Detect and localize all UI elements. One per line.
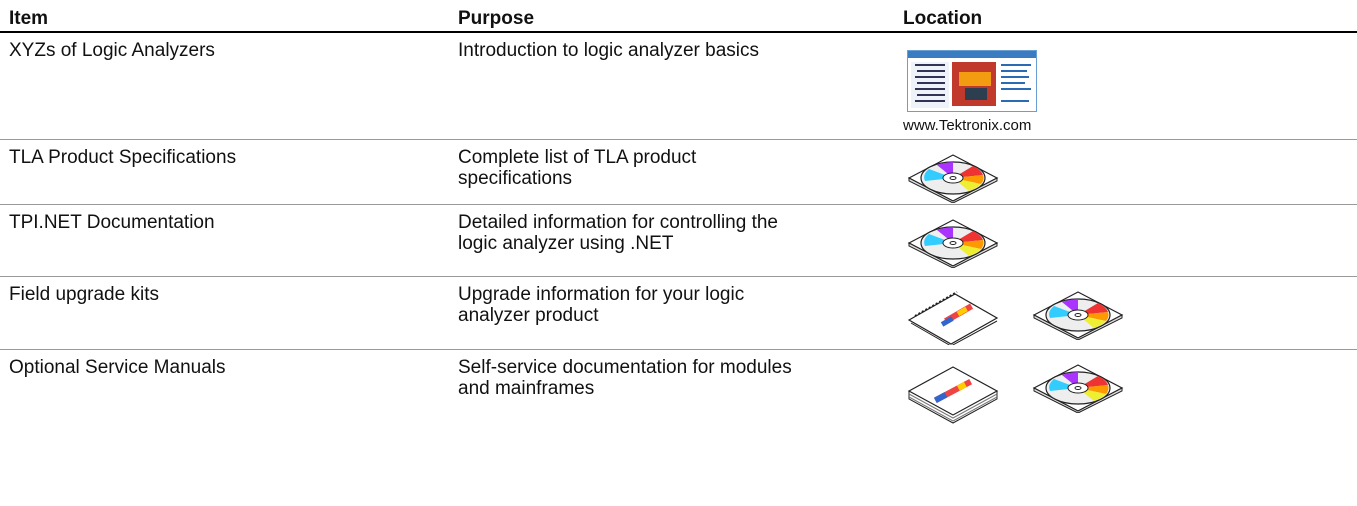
cd-icon [1032, 363, 1124, 418]
item-cell: Field upgrade kits [9, 284, 159, 305]
column-header: Location [903, 8, 983, 29]
purpose-line: specifications [458, 168, 573, 189]
cd-icon [907, 153, 999, 208]
cd-icon [907, 218, 999, 273]
header-rule [0, 31, 1357, 33]
row-separator [0, 139, 1357, 140]
purpose-line: analyzer product [458, 305, 599, 326]
purpose-line: Upgrade information for your logic [458, 284, 745, 305]
row-separator [0, 349, 1357, 350]
purpose-line: Complete list of TLA product [458, 147, 697, 168]
item-cell: Optional Service Manuals [9, 357, 226, 378]
item-cell: TPI.NET Documentation [9, 212, 215, 233]
purpose-line: logic analyzer using .NET [458, 233, 674, 254]
row-separator [0, 204, 1357, 205]
purpose-line: Detailed information for controlling the [458, 212, 779, 233]
row-separator [0, 276, 1357, 277]
cd-icon [1032, 290, 1124, 345]
column-header: Item [9, 8, 49, 29]
manual-icon [907, 363, 999, 430]
item-cell: XYZs of Logic Analyzers [9, 40, 215, 61]
purpose-line: Introduction to logic analyzer basics [458, 40, 759, 61]
purpose-line: Self-service documentation for modules [458, 357, 792, 378]
column-header: Purpose [458, 8, 535, 29]
web-icon [907, 50, 1037, 117]
purpose-line: and mainframes [458, 378, 595, 399]
notebook-icon [907, 290, 999, 350]
item-cell: TLA Product Specifications [9, 147, 237, 168]
location-text: www.Tektronix.com [903, 117, 1032, 134]
